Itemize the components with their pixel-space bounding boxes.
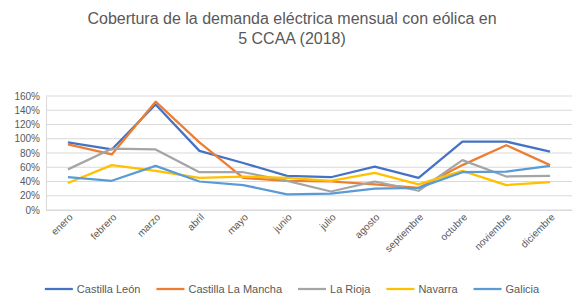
y-tick-label: 0%: [26, 205, 41, 216]
x-tick-label: marzo: [135, 211, 163, 239]
x-tick: septiembre: [383, 210, 426, 254]
x-tick-label: agosto: [353, 211, 382, 240]
y-tick-label: 120%: [14, 119, 40, 130]
legend-label: Galicia: [506, 283, 541, 295]
x-tick: noviembre: [472, 210, 513, 252]
series-line: [68, 166, 550, 195]
y-tick: 80%: [20, 148, 46, 159]
y-tick-label: 40%: [20, 176, 40, 187]
x-tick: marzo: [135, 210, 163, 239]
series-line: [68, 165, 550, 185]
legend-swatch: [45, 288, 73, 290]
x-axis: enero febrero marzo abril mayo junio julio agos…: [47, 210, 573, 254]
x-tick-label: julio: [317, 211, 338, 232]
y-tick-label: 140%: [14, 105, 40, 116]
grid-line: [46, 96, 572, 97]
x-tick: agosto: [353, 210, 382, 240]
y-tick: 0%: [26, 205, 46, 216]
legend-item: La Rioja: [298, 283, 371, 295]
legend: Castilla León Castilla La Mancha La Rioja N…: [45, 283, 540, 295]
grid-line: [46, 110, 572, 111]
y-tick: 160%: [14, 91, 46, 102]
legend-swatch: [386, 288, 414, 290]
x-tick: octubre: [438, 210, 470, 243]
y-tick: 120%: [14, 119, 46, 130]
x-tick-label: enero: [49, 211, 75, 237]
y-tick-label: 20%: [20, 190, 40, 201]
legend-swatch: [298, 288, 326, 290]
grid-line: [46, 210, 572, 211]
x-tick: enero: [49, 210, 75, 237]
legend-swatch: [474, 288, 502, 290]
y-tick-label: 80%: [20, 148, 40, 159]
y-tick: 140%: [14, 105, 46, 116]
title: Cobertura de la demanda eléctrica mensua…: [87, 10, 496, 47]
legend-swatch: [156, 288, 184, 290]
x-tick-label: febrero: [88, 211, 118, 241]
y-tick: 40%: [20, 176, 46, 187]
x-tick-label: diciembre: [519, 211, 558, 250]
x-axis-line: [47, 210, 573, 211]
legend-item: Castilla León: [45, 283, 141, 295]
x-tick: junio: [271, 210, 295, 235]
x-tick-label: septiembre: [383, 211, 426, 254]
legend-item: Navarra: [386, 283, 458, 295]
legend-label: Navarra: [418, 283, 458, 295]
x-tick-label: abril: [185, 211, 206, 232]
grid: [46, 96, 572, 210]
y-tick: 60%: [20, 162, 46, 173]
x-tick-label: junio: [271, 211, 295, 235]
x-tick: mayo: [225, 210, 250, 236]
x-tick: abril: [185, 210, 206, 233]
legend-label: Castilla León: [77, 283, 141, 295]
x-tick-label: noviembre: [472, 211, 513, 252]
series-line: [68, 102, 550, 188]
y-tick-label: 60%: [20, 162, 40, 173]
grid-line: [46, 195, 572, 196]
y-axis: 0% 20% 40% 60% 80% 100% 120% 140% 160%: [14, 91, 46, 216]
chart: Cobertura de la demanda eléctrica mensua…: [0, 0, 584, 307]
y-tick-label: 160%: [14, 91, 40, 102]
x-tick-label: mayo: [225, 211, 250, 236]
legend-label: Castilla La Mancha: [188, 283, 282, 295]
x-tick: diciembre: [519, 210, 558, 250]
y-tick-label: 100%: [14, 133, 40, 144]
y-axis-line: [46, 97, 47, 211]
grid-line: [46, 124, 572, 125]
x-tick: julio: [317, 210, 338, 232]
legend-item: Galicia: [474, 283, 541, 295]
x-tick: febrero: [88, 210, 118, 242]
y-tick: 100%: [14, 133, 46, 144]
legend-label: La Rioja: [330, 283, 371, 295]
grid-line: [46, 153, 572, 154]
x-tick-label: octubre: [438, 211, 470, 243]
legend-item: Castilla La Mancha: [156, 283, 282, 295]
y-tick: 20%: [20, 190, 46, 201]
series-lines: [68, 102, 550, 195]
